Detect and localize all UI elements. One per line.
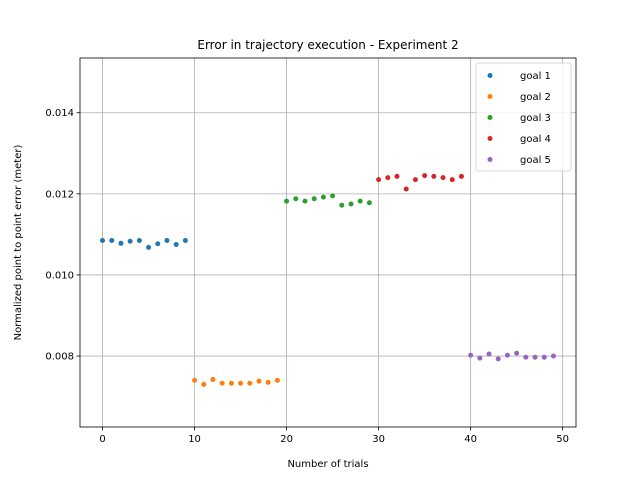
legend-label: goal 2 <box>520 92 551 103</box>
goal-4-point <box>376 177 382 183</box>
goal-3-point <box>293 196 299 202</box>
goal-5-point <box>541 354 547 360</box>
goal-1-point <box>136 237 142 243</box>
x-tick-label: 50 <box>556 434 569 445</box>
x-tick-label: 20 <box>280 434 293 445</box>
goal-5-point <box>477 355 483 361</box>
y-tick-label: 0.012 <box>45 189 74 200</box>
x-tick-label: 10 <box>188 434 201 445</box>
goal-2-point <box>256 378 262 384</box>
goal-3-point <box>339 202 345 208</box>
y-axis-label: Normalized point to point error (meter) <box>13 145 24 341</box>
goal-5-point <box>523 354 529 360</box>
goal-2-point <box>192 377 198 383</box>
goal-4-point <box>403 186 409 192</box>
goal-5-point <box>486 351 492 357</box>
goal-1-point <box>109 237 115 243</box>
goal-3-point <box>330 193 336 199</box>
y-tick-label: 0.014 <box>45 108 74 119</box>
legend-box <box>475 62 572 172</box>
plot-frame <box>79 57 577 428</box>
legend-marker <box>487 136 493 141</box>
goal-4-point <box>458 173 464 179</box>
y-tick-label: 0.008 <box>45 352 74 363</box>
goal-2-point <box>219 380 225 386</box>
goal-5-point <box>532 354 538 360</box>
goal-1-point <box>100 237 106 243</box>
goal-4-point <box>385 175 391 181</box>
legend-marker <box>487 115 493 120</box>
x-axis-label: Number of trials <box>287 459 368 470</box>
goal-4-point <box>449 177 455 183</box>
goal-1-point <box>173 242 179 248</box>
legend-label: goal 1 <box>520 71 551 82</box>
goal-5-point <box>504 352 510 358</box>
legend-marker <box>487 94 493 99</box>
goal-3-point <box>366 200 372 206</box>
goal-3-point <box>357 198 363 204</box>
goal-2-point <box>274 377 280 383</box>
x-tick-label: 30 <box>372 434 385 445</box>
legend-label: goal 5 <box>520 155 551 166</box>
goal-2-point <box>201 381 207 387</box>
goal-1-point <box>164 237 170 243</box>
goal-5-point <box>550 353 556 359</box>
data-points <box>100 173 556 387</box>
goal-3-point <box>302 198 308 204</box>
goal-2-point <box>265 379 271 385</box>
axis-ticks: 0 10 20 30 40 50 0.008 0.010 0.012 0.014 <box>45 108 569 445</box>
goal-2-point <box>228 380 234 386</box>
chart-title: Error in trajectory execution - Experime… <box>197 38 458 52</box>
goal-1-point <box>182 237 188 243</box>
goal-4-point <box>412 177 418 183</box>
goal-4-point <box>440 175 446 181</box>
goal-3-point <box>348 201 354 207</box>
goal-1-point <box>118 240 124 246</box>
x-tick-label: 0 <box>99 434 105 445</box>
legend-label: goal 3 <box>520 113 551 124</box>
goal-5-point <box>468 352 474 358</box>
goal-2-point <box>238 380 244 386</box>
goal-5-point <box>495 356 501 362</box>
legend-marker <box>487 157 493 162</box>
goal-2-point <box>247 380 253 386</box>
goal-4-point <box>394 173 400 179</box>
goal-4-point <box>431 173 437 179</box>
goal-1-point <box>146 244 152 250</box>
legend-label: goal 4 <box>520 134 551 145</box>
goal-4-point <box>422 173 428 179</box>
x-tick-label: 40 <box>464 434 477 445</box>
goal-3-point <box>320 194 326 200</box>
goal-3-point <box>284 198 290 204</box>
goal-1-point <box>155 241 161 247</box>
goal-2-point <box>210 377 216 383</box>
goal-1-point <box>127 238 133 244</box>
y-tick-label: 0.010 <box>45 270 74 281</box>
legend: goal 1 goal 2 goal 3 goal 4 goal 5 <box>475 62 572 172</box>
goal-5-point <box>514 350 520 356</box>
goal-3-point <box>311 196 317 202</box>
legend-marker <box>487 73 493 78</box>
